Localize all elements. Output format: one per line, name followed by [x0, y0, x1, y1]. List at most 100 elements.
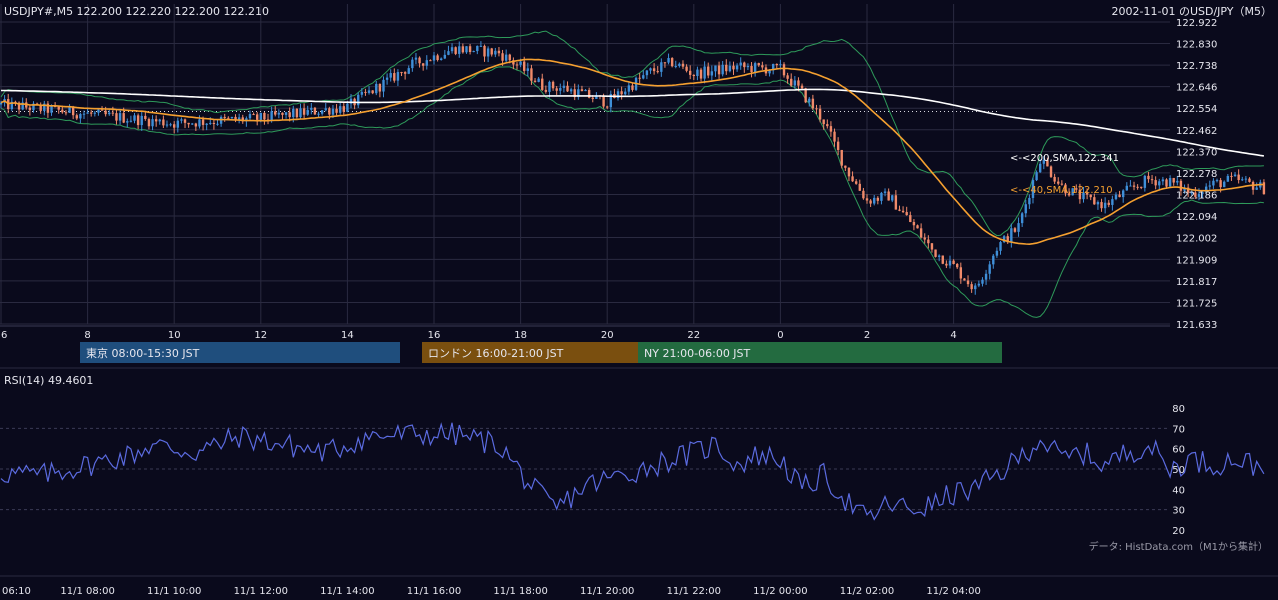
candle: [1176, 175, 1179, 186]
candle: [631, 83, 634, 92]
candle: [984, 269, 988, 285]
candle: [775, 63, 778, 69]
candle: [71, 105, 75, 120]
candle: [829, 121, 833, 137]
candle: [317, 111, 320, 118]
candle: [1046, 157, 1049, 167]
candle: [642, 70, 645, 80]
time-tick-label: 11/1 20:00: [580, 586, 634, 597]
candle: [981, 277, 984, 287]
session-bar-london: ロンドン 16:00-21:00 JST: [422, 342, 638, 363]
candle: [963, 278, 966, 281]
rsi-tick-label: 50: [1172, 465, 1185, 476]
sma200-label: <-<200,SMA,122.341: [1010, 153, 1119, 164]
candle: [1103, 197, 1107, 214]
candle: [90, 109, 93, 117]
candle: [28, 105, 32, 116]
candle: [858, 179, 861, 191]
candle: [1140, 186, 1143, 190]
candle: [447, 45, 450, 56]
hour-tick-label: 6: [1, 330, 7, 341]
candle: [118, 109, 122, 125]
candle: [840, 149, 843, 169]
session-label-ny: NY 21:00-06:00 JST: [644, 347, 751, 360]
candle: [815, 104, 818, 115]
candle: [952, 259, 955, 265]
candle: [450, 43, 454, 54]
candle: [458, 41, 461, 58]
candle: [624, 88, 627, 96]
candle: [494, 47, 497, 58]
candle: [364, 88, 367, 96]
candle: [476, 45, 479, 55]
candle: [1158, 178, 1161, 191]
candle: [1233, 172, 1237, 177]
candle: [1031, 177, 1035, 204]
candle: [483, 44, 486, 62]
candle: [284, 112, 288, 119]
candle: [389, 69, 392, 82]
time-tick-label: 11/2 00:00: [753, 586, 807, 597]
candle: [937, 254, 941, 262]
candle: [324, 102, 327, 112]
candle: [728, 61, 732, 73]
candle: [688, 65, 692, 80]
candle: [396, 69, 400, 86]
session-bar-tokyo: 東京 08:00-15:30 JST: [80, 342, 400, 363]
price-tick-label: 122.002: [1176, 234, 1217, 245]
candle: [158, 118, 161, 125]
candle: [465, 46, 468, 54]
candle: [584, 89, 587, 92]
chart-title: 2002-11-01 のUSD/JPY（M5）: [1112, 5, 1272, 18]
candle: [1168, 175, 1172, 187]
candle: [836, 137, 840, 156]
candle: [696, 66, 699, 81]
candle: [360, 87, 364, 98]
time-tick-label: 11/1 10:00: [147, 586, 201, 597]
hour-axis: 6 8 10 12 14 16 18 20 22 0 2 4: [1, 330, 957, 341]
time-tick-label: 11/1 22:00: [667, 586, 721, 597]
price-tick-label: 122.646: [1176, 83, 1217, 94]
candle: [898, 205, 901, 212]
candle: [916, 224, 919, 229]
candle: [165, 120, 169, 128]
bollinger-upper-line: [0, 30, 1264, 237]
candle: [187, 122, 190, 128]
candle: [46, 101, 50, 118]
candle: [310, 103, 313, 115]
candle: [606, 105, 609, 110]
candle: [927, 235, 930, 249]
candle: [1129, 180, 1132, 187]
candle: [1230, 172, 1233, 181]
session-label-london: ロンドン 16:00-21:00 JST: [428, 347, 564, 360]
candle: [79, 112, 82, 124]
candle: [663, 62, 667, 68]
candle: [1136, 184, 1139, 190]
candle: [277, 109, 281, 119]
candle: [349, 94, 353, 109]
candle: [609, 90, 613, 113]
candle: [1226, 174, 1230, 182]
candle: [1100, 198, 1103, 212]
candle: [811, 94, 815, 110]
price-tick-label: 122.462: [1176, 126, 1217, 137]
candle: [804, 87, 807, 104]
candle: [826, 119, 829, 129]
candle: [1208, 180, 1211, 191]
candle: [216, 119, 219, 126]
candle: [479, 41, 483, 48]
candle: [1125, 182, 1128, 191]
candle: [288, 107, 291, 122]
candle: [559, 83, 562, 95]
candle: [761, 61, 764, 70]
price-tick-label: 122.738: [1176, 61, 1217, 72]
time-tick-label: 11/2 02:00: [840, 586, 894, 597]
candle: [822, 119, 825, 130]
candle: [461, 43, 465, 54]
candle: [800, 83, 804, 90]
candle: [533, 78, 537, 83]
price-tick-label: 122.830: [1176, 40, 1217, 51]
candle: [173, 121, 176, 134]
candle: [844, 165, 847, 172]
candle: [385, 73, 389, 85]
